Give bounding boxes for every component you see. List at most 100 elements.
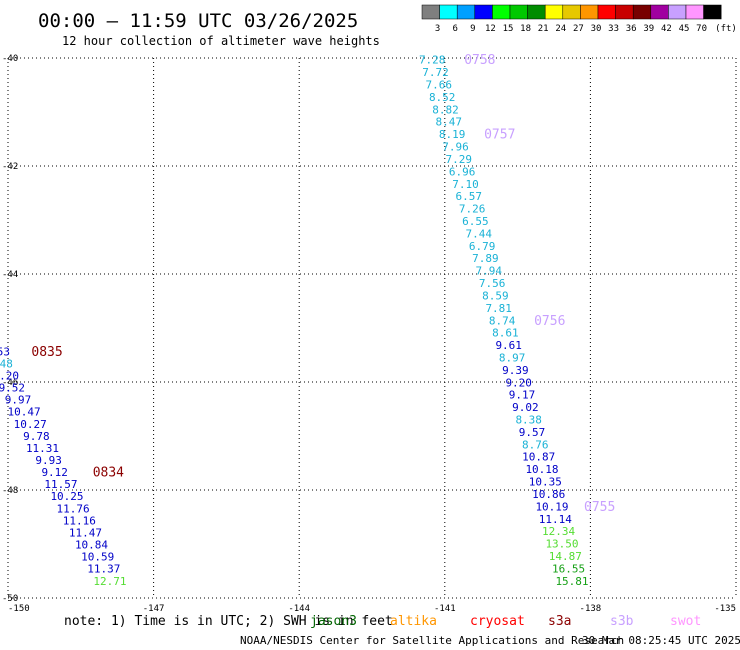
wave-height-label: 11.76 bbox=[57, 502, 90, 515]
wave-height-label: 11.57 bbox=[44, 478, 77, 491]
footer-note: note: 1) Time is in UTC; 2) SWH is in fe… bbox=[64, 614, 393, 629]
satellite-swot: swot bbox=[670, 614, 701, 629]
track-east: 7.287.727.668.528.828.478.197.967.296.96… bbox=[419, 53, 615, 588]
wave-height-label: 7.56 bbox=[479, 277, 506, 290]
legend-tick-label: 9 bbox=[470, 24, 475, 34]
legend-tick-label: 15 bbox=[503, 24, 514, 34]
satellite-s3a: s3a bbox=[548, 614, 571, 629]
legend-tick-label: 33 bbox=[608, 24, 619, 34]
wave-height-label: 6.57 bbox=[456, 190, 483, 203]
wave-height-label: 9.20 bbox=[505, 376, 532, 389]
legend-unit-label: (ft) bbox=[715, 24, 737, 34]
wave-height-label: 15.81 bbox=[555, 575, 588, 588]
wave-height-label: 8.38 bbox=[515, 414, 542, 427]
color-scale-legend: 3 6 9 12 15 18 21 24 27 30 33 36 39 42 45 70 (ft) bbox=[421, 4, 737, 34]
legend-swatch bbox=[439, 4, 458, 20]
wave-height-label: 9.57 bbox=[519, 426, 546, 439]
pass-time-label: 0758 bbox=[464, 53, 495, 68]
legend-tick-label: 30 bbox=[591, 24, 602, 34]
wave-height-label: 7.29 bbox=[446, 153, 473, 166]
wave-height-label: 6.96 bbox=[449, 165, 476, 178]
legend-tick-label: 27 bbox=[573, 24, 584, 34]
legend-swatch bbox=[703, 4, 722, 20]
lat-tick-label: -42 bbox=[2, 162, 18, 172]
wave-height-label: 10.86 bbox=[532, 488, 565, 501]
wave-height-label: 7.44 bbox=[466, 227, 493, 240]
wave-height-label: 10.18 bbox=[525, 463, 558, 476]
wave-height-label: 9.20 bbox=[0, 370, 19, 383]
wave-height-label: 11.31 bbox=[26, 442, 59, 455]
wave-height-label: 10.84 bbox=[75, 539, 108, 552]
legend-swatch bbox=[632, 4, 652, 20]
wave-height-label: 16.55 bbox=[552, 562, 585, 575]
wave-height-label: 10.35 bbox=[529, 476, 562, 489]
lon-tick-label: -150 bbox=[8, 604, 30, 614]
wave-height-label: 9.97 bbox=[5, 394, 32, 407]
wave-height-label: 7.28 bbox=[419, 54, 446, 67]
page-subtitle: 12 hour collection of altimeter wave hei… bbox=[62, 34, 380, 48]
wave-height-label: 10.47 bbox=[8, 406, 41, 419]
legend-swatch bbox=[597, 4, 616, 20]
wave-height-label: 13.50 bbox=[545, 538, 578, 551]
lon-tick-label: -144 bbox=[288, 604, 310, 614]
wave-height-label: 9.02 bbox=[512, 401, 539, 414]
wave-height-label: 12.34 bbox=[542, 525, 575, 538]
wave-height-label: 8.47 bbox=[436, 116, 463, 129]
wave-height-label: 7.96 bbox=[442, 141, 469, 154]
wave-height-label: 8.52 bbox=[429, 91, 456, 104]
axis-labels: -40 -42 -44 -46 -48 -50-150 -147 -144 -141 -138 -1… bbox=[2, 54, 736, 614]
legend-tick-label: 6 bbox=[452, 24, 457, 34]
legend-tick-label: 24 bbox=[555, 24, 566, 34]
legend-swatch bbox=[580, 4, 599, 20]
legend-swatch bbox=[562, 4, 581, 20]
wave-height-label: 8.61 bbox=[492, 327, 519, 340]
map-grid bbox=[7, 57, 737, 599]
satellite-jason3: jason3 bbox=[310, 614, 357, 629]
legend-tick-label: 36 bbox=[626, 24, 637, 34]
footer-timestamp: 30 Mar 08:25:45 UTC 2025 bbox=[582, 634, 740, 647]
legend-swatch bbox=[685, 4, 704, 20]
legend-tick-label: 12 bbox=[485, 24, 496, 34]
wave-height-label: 10.87 bbox=[522, 451, 555, 464]
legend-tick-label: 18 bbox=[520, 24, 531, 34]
wave-height-label: 8.48 bbox=[0, 357, 13, 370]
pass-time-label: 0756 bbox=[534, 314, 565, 329]
lat-tick-label: -46 bbox=[2, 378, 18, 388]
wave-height-label: 7.81 bbox=[485, 302, 512, 315]
lat-tick-label: -50 bbox=[2, 594, 18, 604]
wave-height-label: 9.78 bbox=[23, 430, 50, 443]
pass-time-label: 0757 bbox=[484, 128, 515, 143]
satellite-altika: altika bbox=[390, 614, 437, 629]
legend-tick-label: 45 bbox=[679, 24, 690, 34]
wave-height-label: 7.10 bbox=[452, 178, 479, 191]
wave-height-label: 9.61 bbox=[495, 339, 522, 352]
wave-height-label: 14.87 bbox=[549, 550, 582, 563]
page-title: 00:00 – 11:59 UTC 03/26/2025 bbox=[38, 10, 358, 32]
wave-height-label: 11.16 bbox=[63, 514, 96, 527]
wave-height-label: 12.71 bbox=[93, 575, 126, 588]
satellite-s3b: s3b bbox=[610, 614, 634, 629]
legend-swatch bbox=[650, 4, 669, 20]
wave-height-label: 11.14 bbox=[539, 513, 572, 526]
wave-height-label: 9.93 bbox=[35, 454, 62, 467]
legend-swatch bbox=[421, 4, 440, 20]
pass-time-label: 0835 bbox=[31, 345, 62, 360]
lat-tick-label: -48 bbox=[2, 486, 18, 496]
wave-height-label: 8.59 bbox=[482, 289, 509, 302]
legend-swatch bbox=[474, 4, 493, 20]
wave-height-label: 8.97 bbox=[499, 352, 526, 365]
wave-height-label: 7.72 bbox=[422, 66, 449, 79]
satellite-legend: jason3 altika cryosat s3a s3b swot bbox=[310, 614, 701, 629]
legend-swatch bbox=[527, 4, 546, 20]
wave-height-label: 9.39 bbox=[502, 364, 529, 377]
satellite-cryosat: cryosat bbox=[470, 614, 525, 629]
wave-height-label: 8.19 bbox=[439, 128, 466, 141]
wave-height-label: 7.89 bbox=[472, 252, 499, 265]
legend-tick-label: 3 bbox=[435, 24, 440, 34]
wave-height-label: 8.76 bbox=[522, 438, 549, 451]
wave-height-label: 7.26 bbox=[459, 203, 486, 216]
wave-height-label: 10.59 bbox=[81, 551, 114, 564]
wave-height-label: 10.27 bbox=[14, 418, 47, 431]
legend-tick-label: 42 bbox=[661, 24, 672, 34]
wave-height-label: 10.25 bbox=[50, 490, 83, 503]
